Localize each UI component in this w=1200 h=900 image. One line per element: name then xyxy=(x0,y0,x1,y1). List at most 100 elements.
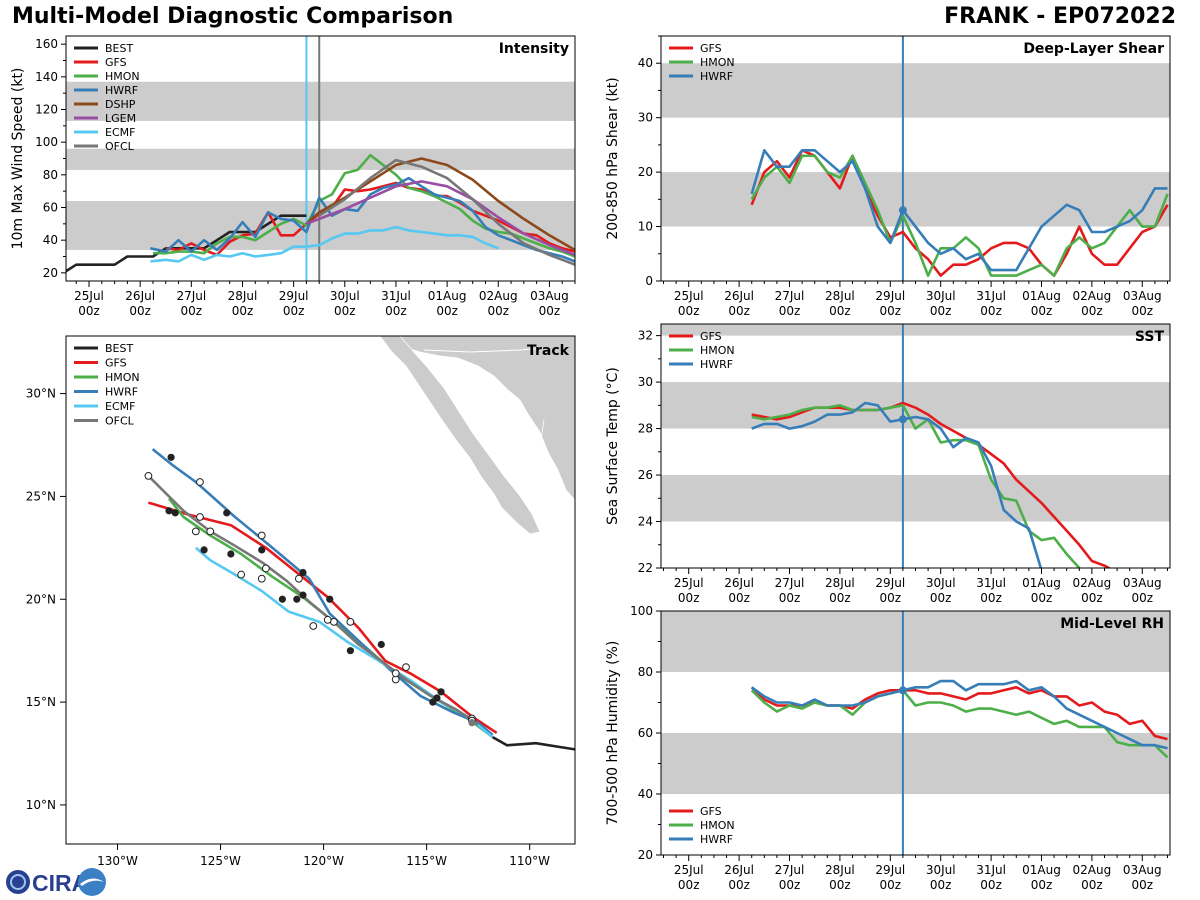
track-ytick-label: 25°N xyxy=(26,489,56,503)
intensity-series-hwrf-4 xyxy=(150,176,575,263)
track-series-hwrf-3 xyxy=(151,448,494,736)
sst-legend-label: HWRF xyxy=(700,358,733,371)
intensity-xtick-label-date: 31Jul xyxy=(381,289,411,303)
shear-xtick-label-date: 31Jul xyxy=(976,289,1006,303)
rh-xtick-label-date: 25Jul xyxy=(674,863,704,877)
rh-xtick-label-date: 03Aug xyxy=(1123,863,1162,877)
track-legend-label: OFCL xyxy=(105,415,135,428)
shear-init-marker xyxy=(898,206,907,215)
intensity-xtick-label-date: 03Aug xyxy=(530,289,569,303)
sst-xtick-label-hour: 00z xyxy=(829,591,851,605)
rh-xtick-label-date: 29Jul xyxy=(875,863,905,877)
sst-xtick-label-date: 28Jul xyxy=(825,576,855,590)
shear-ytick-label: 20 xyxy=(638,165,653,179)
intensity-xtick-label-date: 01Aug xyxy=(428,289,467,303)
sst-xtick-label-date: 29Jul xyxy=(875,576,905,590)
rh-ytick-label: 80 xyxy=(638,665,653,679)
shear-band-1 xyxy=(661,63,1170,118)
sst-frame xyxy=(660,323,1171,569)
intensity-xtick-label-date: 29Jul xyxy=(279,289,309,303)
shear-xtick-label-hour: 00z xyxy=(880,304,902,318)
intensity-ytick-label: 140 xyxy=(35,70,58,84)
shear-xtick-label-date: 25Jul xyxy=(674,289,704,303)
track-series-ofcl-5 xyxy=(147,474,479,726)
sst-band-0 xyxy=(661,475,1170,522)
track-xtick-label: 120°W xyxy=(303,854,344,868)
shear-band-0 xyxy=(661,172,1170,227)
track-day-marker-open xyxy=(346,617,355,626)
figure-title: Multi-Model Diagnostic Comparison xyxy=(12,4,454,29)
intensity-ytick-label: 60 xyxy=(43,201,58,215)
rh-xtick-label-hour: 00z xyxy=(1081,878,1103,892)
shear-xtick-label-hour: 00z xyxy=(930,304,952,318)
intensity-series-group xyxy=(66,153,575,273)
shear-xtick-label-hour: 00z xyxy=(728,304,750,318)
track-day-marker-open xyxy=(323,615,332,624)
intensity-series-hmon-3 xyxy=(153,153,575,258)
sst-xtick-label-hour: 00z xyxy=(678,591,700,605)
track-ytick-label: 20°N xyxy=(26,592,56,606)
intensity-chart: 2040608010012014016025Jul00z26Jul00z27Ju… xyxy=(10,35,576,318)
rh-xtick-label-hour: 00z xyxy=(779,878,801,892)
rh-legend-label: HMON xyxy=(700,819,735,832)
track-day-marker-filled xyxy=(429,698,437,706)
sst-xtick-label-hour: 00z xyxy=(1081,591,1103,605)
track-day-marker-open xyxy=(257,574,266,583)
sst-ytick-label: 26 xyxy=(638,468,653,482)
intensity-xtick-label-hour: 00z xyxy=(539,304,561,318)
logo-bird-icon xyxy=(80,878,104,886)
track-day-marker-open xyxy=(309,622,318,630)
shear-xtick-label-date: 01Aug xyxy=(1022,289,1061,303)
logo-badge-icon xyxy=(78,868,106,896)
logo-globe-icon xyxy=(6,870,30,894)
track-series-gfs-1 xyxy=(148,501,498,734)
intensity-ytick-label: 120 xyxy=(35,103,58,117)
track-xtick-label: 115°W xyxy=(406,854,447,868)
rh-xtick-label-date: 01Aug xyxy=(1022,863,1061,877)
shear-ytick-label: 0 xyxy=(645,274,653,288)
shear-xtick-label-date: 03Aug xyxy=(1123,289,1162,303)
rh-xtick-label-date: 27Jul xyxy=(775,863,805,877)
shear-xtick-label-hour: 00z xyxy=(1031,304,1053,318)
sst-ytick-label: 28 xyxy=(638,422,653,436)
rh-series-gfs-0 xyxy=(750,685,1168,741)
intensity-xtick-label-date: 30Jul xyxy=(330,289,360,303)
rh-xtick-label-hour: 00z xyxy=(930,878,952,892)
track-day-marker-filled xyxy=(258,546,266,554)
track-day-marker-filled xyxy=(278,595,286,603)
track-xtick-label: 130°W xyxy=(97,854,138,868)
intensity-legend-label: LGEM xyxy=(105,112,136,125)
rh-xtick-label-hour: 00z xyxy=(880,878,902,892)
track-day-marker-filled xyxy=(293,595,301,603)
track-plot-area xyxy=(144,336,575,751)
sst-chart: 22242628303225Jul00z26Jul00z27Jul00z28Ju… xyxy=(605,323,1171,605)
track-day-marker-filled xyxy=(167,453,175,461)
track-ytick-label: 15°N xyxy=(26,695,56,709)
sst-xtick-label-hour: 00z xyxy=(880,591,902,605)
rh-xtick-label-date: 30Jul xyxy=(926,863,956,877)
intensity-legend-label: BEST xyxy=(105,42,133,55)
track-day-marker-filled xyxy=(200,546,208,554)
cira-logo: CIRA xyxy=(6,868,106,896)
shear-series-group xyxy=(750,149,1169,277)
intensity-xtick-label-date: 26Jul xyxy=(125,289,155,303)
track-legend-label: HMON xyxy=(105,371,140,384)
sst-legend-label: GFS xyxy=(700,330,722,343)
track-day-marker-filled xyxy=(165,507,173,515)
shear-ytick-label: 40 xyxy=(638,56,653,70)
shear-xtick-label-date: 27Jul xyxy=(775,289,805,303)
sst-ytick-label: 30 xyxy=(638,375,653,389)
track-init-marker xyxy=(468,719,476,727)
rh-xtick-label-date: 28Jul xyxy=(825,863,855,877)
intensity-xtick-label-hour: 00z xyxy=(385,304,407,318)
track-day-marker-filled xyxy=(299,568,307,577)
intensity-series-ecmf-7 xyxy=(150,225,499,263)
sst-band-1 xyxy=(661,382,1170,429)
shear-series-hwrf-2 xyxy=(750,149,1168,272)
baja-california-landmass xyxy=(379,336,541,535)
rh-xtick-label-hour: 00z xyxy=(1031,878,1053,892)
shear-xtick-label-date: 29Jul xyxy=(875,289,905,303)
track-legend-label: ECMF xyxy=(105,400,135,413)
rh-series-group xyxy=(750,679,1169,759)
intensity-legend-label: ECMF xyxy=(105,126,135,139)
